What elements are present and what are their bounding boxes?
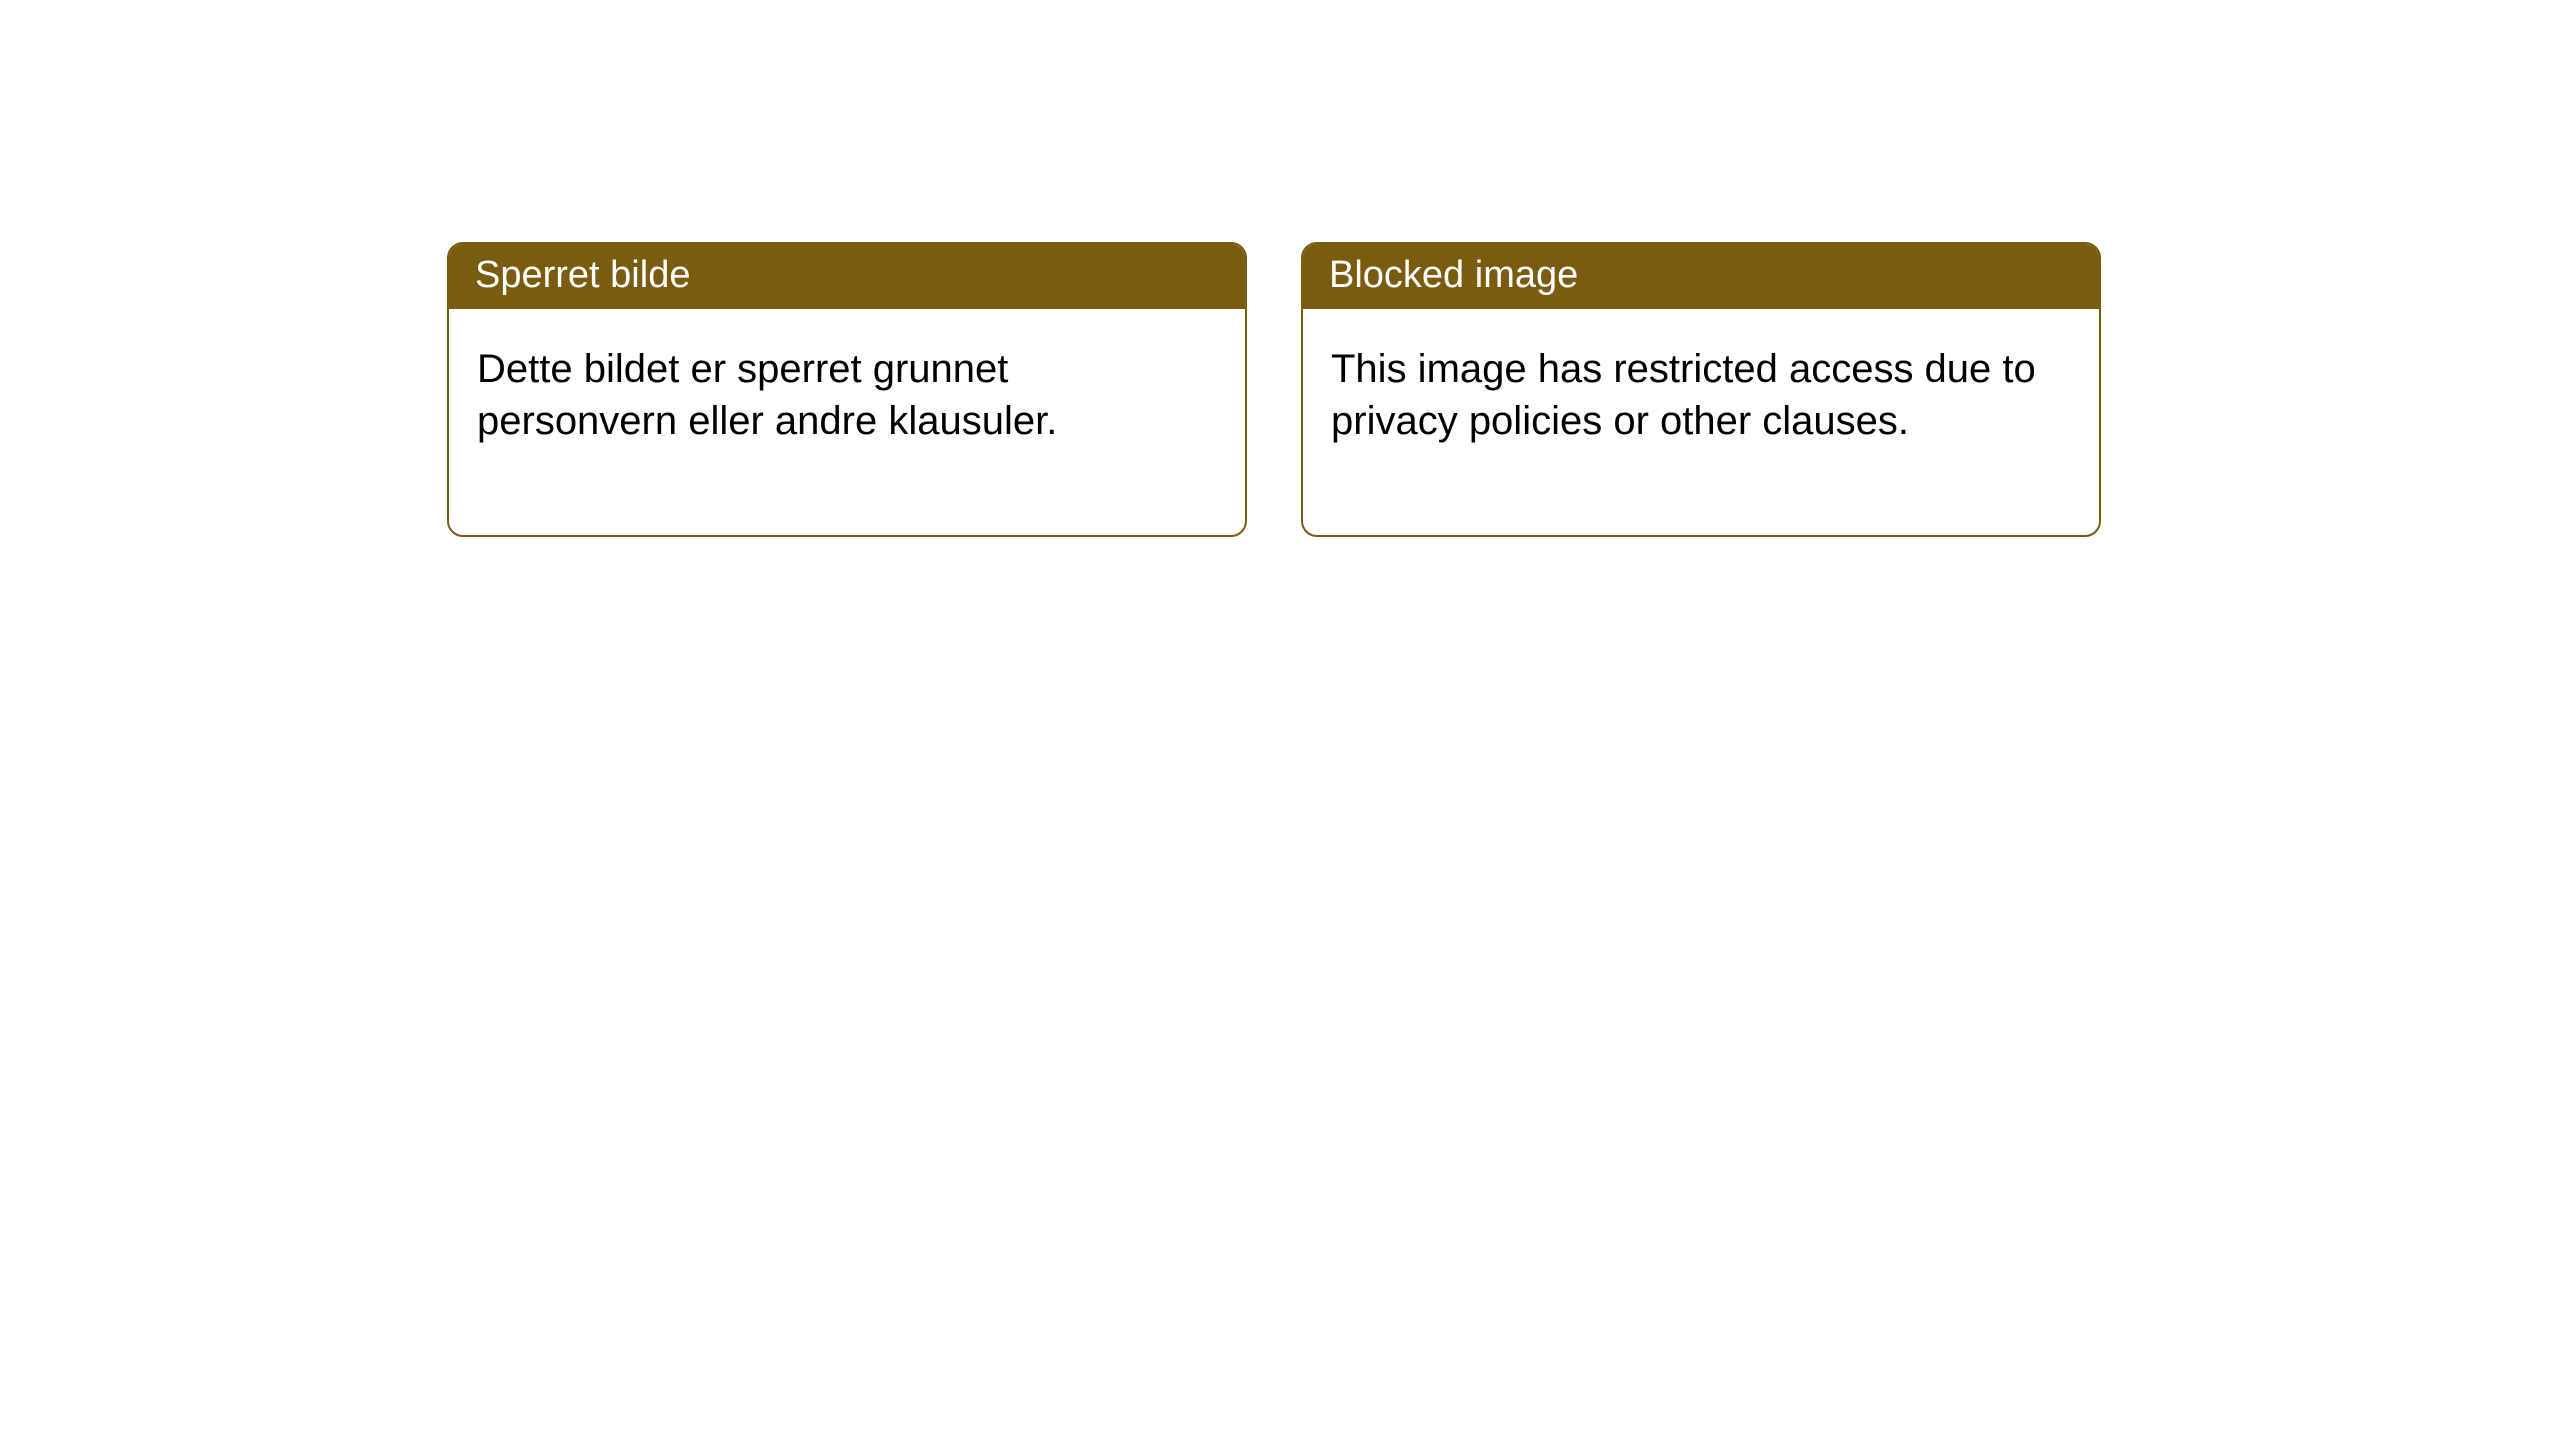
panel-title-en: Blocked image	[1303, 244, 2099, 309]
panel-title-no: Sperret bilde	[449, 244, 1245, 309]
panel-body-en: This image has restricted access due to …	[1303, 309, 2099, 535]
notice-container: Sperret bilde Dette bildet er sperret gr…	[0, 0, 2560, 537]
blocked-image-panel-no: Sperret bilde Dette bildet er sperret gr…	[447, 242, 1247, 537]
blocked-image-panel-en: Blocked image This image has restricted …	[1301, 242, 2101, 537]
panel-body-no: Dette bildet er sperret grunnet personve…	[449, 309, 1245, 535]
